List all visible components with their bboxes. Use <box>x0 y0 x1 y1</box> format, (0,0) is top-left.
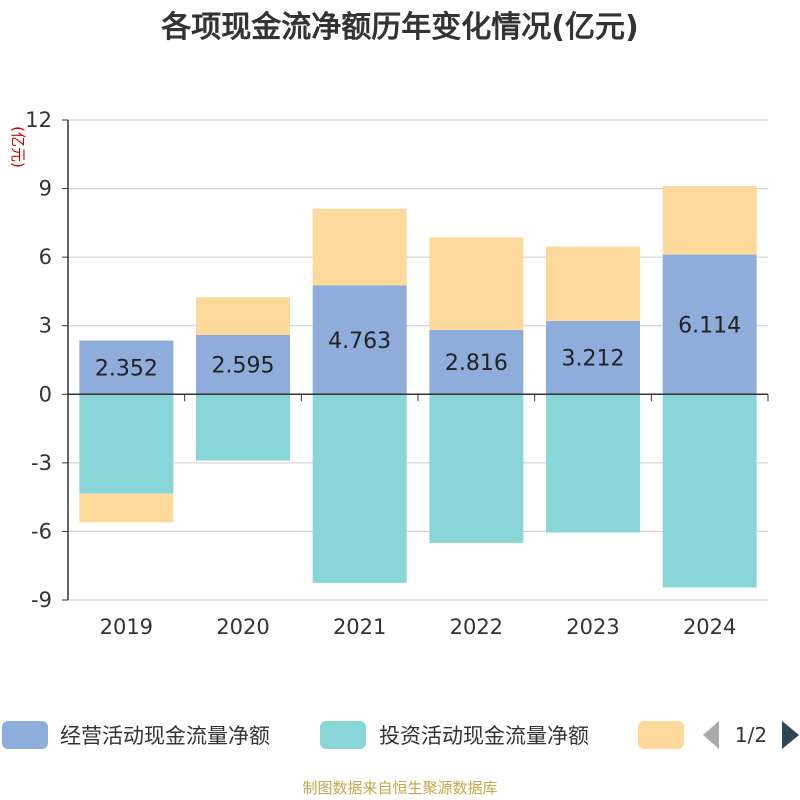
y-tick-label: 12 <box>25 108 52 132</box>
chart-title: 各项现金流净额历年变化情况(亿元) <box>160 10 638 45</box>
legend-label-investing[interactable]: 投资活动现金流量净额 <box>379 724 589 748</box>
bar-investing-2021[interactable] <box>312 394 407 583</box>
data-label-operating-2023: 3.212 <box>562 347 625 372</box>
bar-financing-2019[interactable] <box>79 493 174 523</box>
bar-operating-2022[interactable] <box>429 329 524 395</box>
bar-investing-2022[interactable] <box>429 394 524 543</box>
bar-financing-2024[interactable] <box>662 185 757 255</box>
y-tick-label: -9 <box>31 588 52 612</box>
y-tick-label: 6 <box>39 245 52 269</box>
y-axis-label: (亿元) <box>9 126 27 168</box>
y-tick-label: 3 <box>39 314 52 338</box>
x-tick-label: 2019 <box>100 615 153 639</box>
x-tick-label: 2020 <box>216 615 269 639</box>
x-tick-label: 2023 <box>566 615 619 639</box>
data-label-operating-2024: 6.114 <box>678 313 741 338</box>
source-note: 制图数据来自恒生聚源数据库 <box>302 779 497 797</box>
data-label-operating-2020: 2.595 <box>212 354 275 379</box>
grid <box>68 119 768 601</box>
bar-financing-2021[interactable] <box>312 208 407 286</box>
legend-swatch-operating[interactable] <box>2 721 48 749</box>
x-tick-label: 2022 <box>450 615 503 639</box>
legend-swatch-investing[interactable] <box>320 721 366 749</box>
bar-operating-2023[interactable] <box>546 320 640 395</box>
bar-investing-2024[interactable] <box>662 394 757 588</box>
legend-next-icon[interactable] <box>782 721 799 749</box>
data-label-operating-2019: 2.352 <box>95 356 158 381</box>
bar-investing-2020[interactable] <box>196 394 290 461</box>
legend-swatch-financing[interactable] <box>638 721 684 749</box>
legend-prev-icon[interactable] <box>703 721 719 749</box>
bar-financing-2020[interactable] <box>196 297 290 335</box>
bar-investing-2023[interactable] <box>546 394 640 533</box>
axes: -9 -6 -3 0 3 6 9 12 2019 2020 2021 2022 2023 2024 <box>25 108 769 639</box>
y-tick-label: -6 <box>31 519 52 543</box>
data-label-operating-2022: 2.816 <box>445 351 508 376</box>
y-tick-label: 0 <box>39 382 52 406</box>
bar-investing-2019[interactable] <box>79 394 174 494</box>
bar-operating-2021[interactable] <box>312 285 407 395</box>
x-tick-label: 2021 <box>333 615 386 639</box>
legend-page-indicator: 1/2 <box>735 723 767 747</box>
bar-operating-2024[interactable] <box>662 254 757 395</box>
data-labels: 2.352 2.595 4.763 2.816 3.212 6.114 <box>95 313 741 381</box>
bar-operating-2020[interactable] <box>196 334 290 395</box>
y-tick-label: -3 <box>31 451 52 475</box>
y-tick-label: 9 <box>39 177 52 201</box>
data-label-operating-2021: 4.763 <box>328 329 391 354</box>
bar-financing-2023[interactable] <box>546 246 640 321</box>
legend-label-operating[interactable]: 经营活动现金流量净额 <box>60 724 270 748</box>
x-tick-label: 2024 <box>683 615 736 639</box>
bar-financing-2022[interactable] <box>429 237 524 330</box>
legend: 经营活动现金流量净额 投资活动现金流量净额 1/2 <box>2 721 799 749</box>
bars <box>79 185 757 588</box>
bar-operating-2019[interactable] <box>79 340 174 395</box>
